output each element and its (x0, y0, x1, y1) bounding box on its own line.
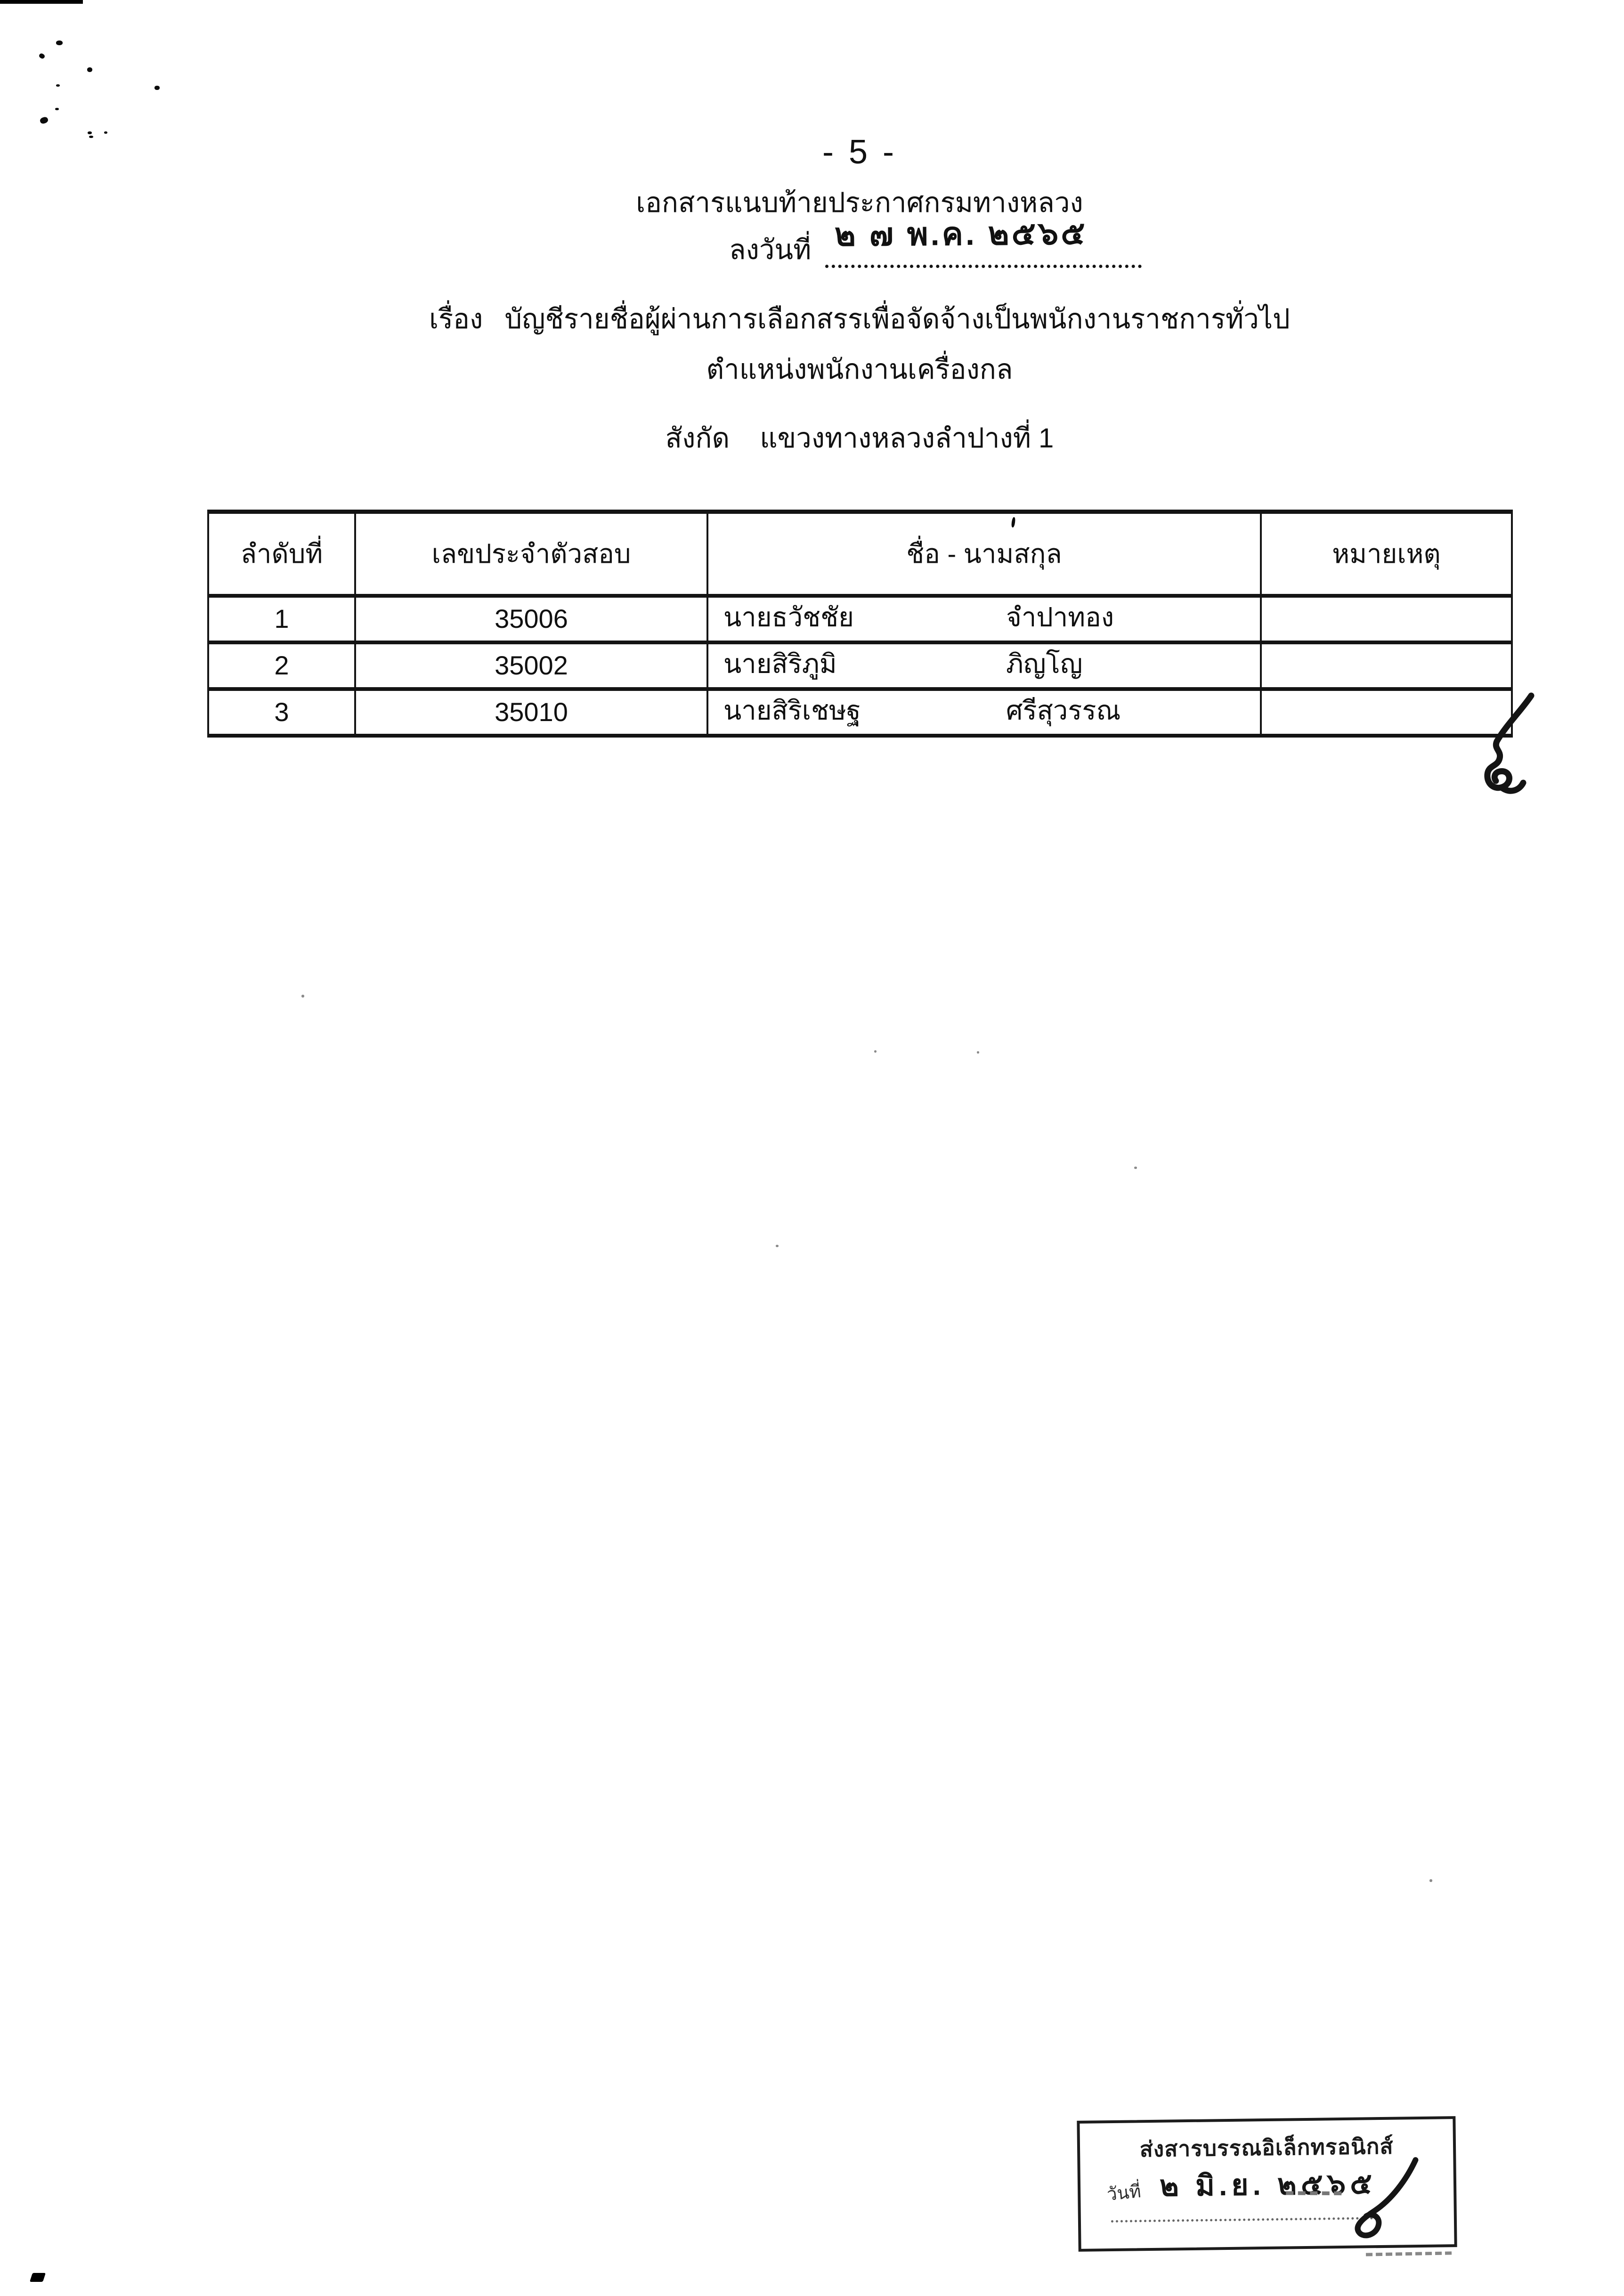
col-header-exam-id: เลขประจำตัวสอบ (354, 510, 708, 598)
first-name: นายธวัชชัย (723, 602, 854, 632)
date-stamp: ๒ ๗ พ.ค. ๒๕๖๕ (834, 215, 1088, 253)
scan-edge-artifact (0, 0, 83, 4)
scan-speckle (87, 67, 92, 72)
subject-line: เรื่อง บัญชีรายชื่อผู้ผ่านการเลือกสรรเพื่… (207, 304, 1512, 335)
cell-remark (1260, 688, 1513, 738)
first-name: นายสิริเชษฐ (723, 695, 861, 725)
subject-text: บัญชีรายชื่อผู้ผ่านการเลือกสรรเพื่อจัดจ้… (504, 304, 1290, 334)
cell-remark (1260, 641, 1513, 691)
subject-label: เรื่อง (429, 304, 483, 334)
scan-speckle (39, 116, 49, 125)
stamp-date-label: วันที่ (1106, 2182, 1142, 2205)
scan-speckle (874, 1050, 877, 1053)
table-row: 1 35006 นายธวัชชัย จำปาทอง (207, 594, 1513, 644)
last-name: ศรีสุวรรณ (1006, 695, 1121, 725)
col-header-remark: หมายเหตุ (1260, 510, 1513, 598)
scan-speckle (88, 131, 92, 134)
last-name: ภิญโญ (1006, 649, 1083, 679)
stamp-handwritten-mark (1355, 2157, 1419, 2239)
scan-speckle (977, 1051, 979, 1054)
table-row: 2 35002 นายสิริภูมิ ภิญโญ (207, 641, 1513, 691)
cell-remark (1260, 594, 1513, 644)
date-label: ลงวันที่ (729, 235, 812, 265)
scan-speckle (38, 52, 46, 60)
scan-speckle (1134, 1167, 1137, 1169)
scan-speckle (154, 86, 160, 90)
page-number: - 5 - (822, 133, 897, 171)
col-header-name: ชื่อ - นามสกุล (706, 510, 1262, 598)
scan-corner-blob (29, 2273, 46, 2282)
affiliation-line: สังกัด แขวงทางหลวงลำปางที่ 1 (207, 423, 1512, 454)
scan-speckle (89, 136, 93, 138)
first-name: นายสิริภูมิ (723, 649, 837, 679)
scan-speckle (1429, 1879, 1432, 1882)
last-name: จำปาทอง (1006, 602, 1114, 632)
affiliation-label: สังกัด (665, 423, 730, 454)
cell-exam-id: 35002 (354, 641, 708, 691)
stamp-dotted-line (1111, 2217, 1378, 2223)
table-header-row: ลำดับที่ เลขประจำตัวสอบ ชื่อ - นามสกุล ห… (207, 510, 1513, 598)
cell-order: 1 (207, 594, 356, 644)
results-table: ลำดับที่ เลขประจำตัวสอบ ชื่อ - นามสกุล ห… (207, 510, 1513, 738)
cell-exam-id: 35010 (354, 688, 708, 738)
cell-name: นายธวัชชัย จำปาทอง (706, 594, 1262, 644)
cell-name: นายสิริเชษฐ ศรีสุวรรณ (706, 688, 1262, 738)
affiliation-text: แขวงทางหลวงลำปางที่ 1 (760, 423, 1054, 454)
scan-speckle (55, 108, 59, 110)
scan-speckle (56, 41, 63, 45)
stamp-illegible-fragment (1286, 2191, 1342, 2196)
date-dotted-line (825, 242, 1142, 268)
position-line: ตำแหน่งพนักงานเครื่องกล (706, 354, 1013, 385)
document-stamp: ส่งสารบรรณอิเล็กทรอนิกส์ วันที่ ๒ มิ.ย. … (1077, 2116, 1457, 2252)
cell-name: นายสิริภูมิ ภิญโญ (706, 641, 1262, 691)
handwritten-squiggle (1484, 692, 1535, 794)
scan-speckle (301, 995, 304, 998)
scan-speckle (776, 1245, 779, 1247)
col-header-order: ลำดับที่ (207, 510, 356, 598)
table-row: 3 35010 นายสิริเชษฐ ศรีสุวรรณ (207, 688, 1513, 738)
cell-order: 2 (207, 641, 356, 691)
cell-exam-id: 35006 (354, 594, 708, 644)
scan-speckle (56, 84, 60, 87)
stamp-illegible-fragment (1365, 2251, 1452, 2256)
scan-speckle (104, 131, 107, 134)
document-title: เอกสารแนบท้ายประกาศกรมทางหลวง (636, 187, 1083, 218)
cell-order: 3 (207, 688, 356, 738)
